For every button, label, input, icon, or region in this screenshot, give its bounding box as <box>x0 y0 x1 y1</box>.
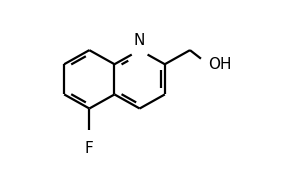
Text: F: F <box>85 141 94 156</box>
Text: N: N <box>134 33 145 48</box>
Text: OH: OH <box>208 57 232 72</box>
